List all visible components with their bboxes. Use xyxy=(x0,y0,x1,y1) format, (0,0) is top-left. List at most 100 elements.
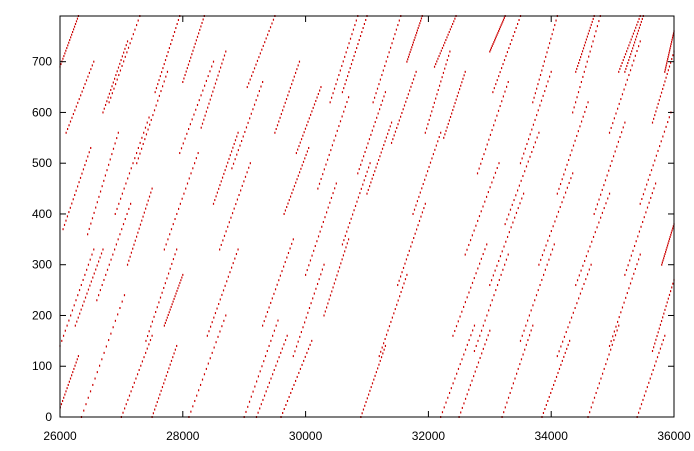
data-point-1565 xyxy=(637,235,639,238)
data-point-134 xyxy=(126,212,128,215)
data-point-883 xyxy=(368,393,370,396)
data-point-769 xyxy=(289,86,292,89)
data-point-15 xyxy=(76,358,78,361)
data-point-1127 xyxy=(482,205,484,208)
data-point-1371 xyxy=(579,125,581,128)
data-point-1651 xyxy=(667,297,669,300)
data-point-1518 xyxy=(589,411,591,414)
data-point-175 xyxy=(137,19,139,22)
data-point-1305 xyxy=(514,377,516,380)
data-point-1246 xyxy=(520,179,522,182)
data-point-713 xyxy=(330,196,333,199)
data-point-560 xyxy=(260,403,262,406)
data-point-305 xyxy=(149,123,151,126)
data-point-1218 xyxy=(490,279,493,282)
data-point-818 xyxy=(343,239,345,242)
data-point-1367 xyxy=(572,144,575,147)
data-point-1450 xyxy=(598,221,600,224)
data-point-949 xyxy=(429,161,432,164)
data-point-1055 xyxy=(365,19,367,22)
data-point-16 xyxy=(77,355,80,358)
data-point-1404 xyxy=(551,387,553,390)
data-point-215 xyxy=(100,252,103,255)
data-point-411 xyxy=(215,341,217,344)
data-point-1629 xyxy=(654,364,656,367)
data-point-1407 xyxy=(555,375,558,378)
data-point-1568 xyxy=(642,220,644,223)
data-point-1078 xyxy=(441,411,444,414)
data-point-185 xyxy=(99,190,102,193)
data-point-460 xyxy=(236,153,238,156)
data-point-700 xyxy=(309,259,312,262)
data-point-1772 xyxy=(671,38,673,41)
data-point-549 xyxy=(281,270,283,273)
data-point-954 xyxy=(437,140,439,143)
data-point-1044 xyxy=(350,63,353,66)
data-point-461 xyxy=(237,149,239,152)
data-point-385 xyxy=(161,386,164,389)
data-point-980 xyxy=(437,57,439,60)
data-point-179 xyxy=(90,222,92,225)
data-point-1733 xyxy=(590,23,592,26)
data-point-1191 xyxy=(481,352,483,355)
data-point-1361 xyxy=(563,173,565,176)
data-point-195 xyxy=(116,137,118,140)
data-point-1520 xyxy=(592,401,594,404)
data-point-885 xyxy=(370,386,372,389)
data-point-775 xyxy=(297,64,299,67)
data-point-1500 xyxy=(627,62,629,65)
data-point-1728 xyxy=(585,38,588,41)
data-point-636 xyxy=(126,40,129,43)
data-point-113 xyxy=(117,313,119,316)
data-point-361 xyxy=(132,247,134,250)
data-point-1336 xyxy=(553,243,555,246)
data-point-803 xyxy=(331,290,333,293)
data-point-206 xyxy=(87,288,90,291)
data-point-561 xyxy=(262,398,264,401)
data-point-512 xyxy=(232,146,234,149)
data-point-622 xyxy=(108,92,111,95)
data-point-1322 xyxy=(528,314,530,317)
data-point-187 xyxy=(103,179,105,182)
data-point-244 xyxy=(156,306,158,309)
data-point-163 xyxy=(118,74,120,77)
data-point-780 xyxy=(299,141,301,144)
data-point-985 xyxy=(442,44,445,47)
data-point-24 xyxy=(71,309,74,312)
data-point-23 xyxy=(70,314,72,317)
data-point-406 xyxy=(205,367,207,370)
data-point-168 xyxy=(126,51,128,54)
data-point-1561 xyxy=(630,254,632,257)
data-point-920 xyxy=(401,271,403,274)
data-point-357 xyxy=(126,263,129,266)
data-point-189 xyxy=(106,169,108,172)
data-point-1667 xyxy=(667,242,669,245)
data-point-1600 xyxy=(655,110,657,113)
data-point-344 xyxy=(190,56,192,59)
data-point-1428 xyxy=(576,302,578,305)
data-point-821 xyxy=(347,226,349,229)
data-point-735 xyxy=(346,101,348,104)
data-point-331 xyxy=(172,35,174,38)
data-point-224 xyxy=(132,386,134,389)
data-point-967 xyxy=(437,89,439,91)
data-point-378 xyxy=(152,412,154,415)
data-point-1071 xyxy=(417,27,419,30)
data-point-1011 xyxy=(409,89,411,92)
data-point-192 xyxy=(111,153,113,156)
data-point-898 xyxy=(380,350,382,353)
data-point-584 xyxy=(291,387,293,390)
data-point-623 xyxy=(110,89,112,91)
data-point-209 xyxy=(92,276,94,279)
data-point-437 xyxy=(219,248,221,251)
data-point-1601 xyxy=(656,106,658,109)
data-point-1389 xyxy=(589,50,591,53)
x-axis-tick-labels: 26000 28000 30000 32000 34000 36000 xyxy=(43,429,691,443)
data-point-919 xyxy=(400,275,402,278)
data-point-1274 xyxy=(547,80,549,83)
data-point-826 xyxy=(354,204,357,207)
data-point-1097 xyxy=(452,334,454,337)
data-point-1061 xyxy=(409,51,411,54)
data-point-1415 xyxy=(567,343,569,346)
data-point-1587 xyxy=(655,154,657,157)
